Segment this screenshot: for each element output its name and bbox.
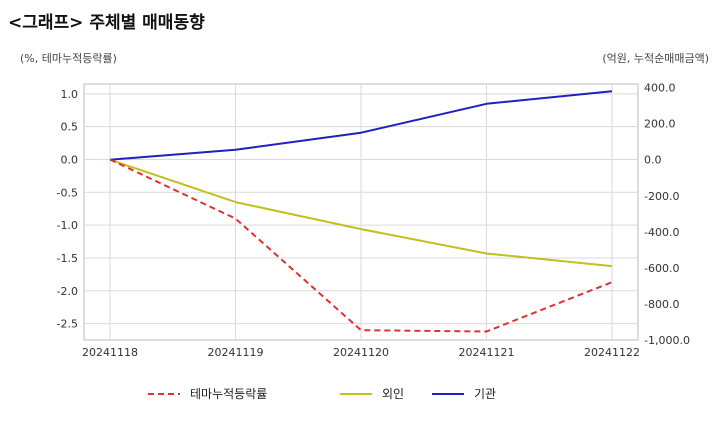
right-y-tick-label: 400.0 bbox=[644, 82, 676, 95]
left-y-tick-label: -0.5 bbox=[57, 186, 78, 199]
foreign-net-trading-line bbox=[109, 158, 613, 268]
right-y-tick-label: 0.0 bbox=[644, 154, 662, 167]
right-y-tick-label: -200.0 bbox=[644, 190, 679, 203]
left-y-tick-label: -2.0 bbox=[57, 285, 78, 298]
left-y-tick-label: -1.0 bbox=[57, 219, 78, 232]
legend-label: 기관 bbox=[474, 387, 496, 401]
theme-cumulative-return-line bbox=[109, 158, 613, 333]
institution-net-trading-line bbox=[109, 90, 613, 161]
right-y-tick-label: -600.0 bbox=[644, 262, 679, 275]
left-y-tick-label: 0.0 bbox=[61, 153, 79, 166]
left-y-tick-label: 1.0 bbox=[61, 88, 79, 101]
x-tick-label: 20241122 bbox=[584, 346, 640, 359]
left-y-tick-label: -1.5 bbox=[57, 252, 78, 265]
legend-label: 외인 bbox=[382, 387, 404, 401]
x-tick-label: 20241121 bbox=[459, 346, 515, 359]
left-axis-unit: (%, 테마누적등락률) bbox=[20, 52, 117, 65]
right-y-tick-label: 200.0 bbox=[644, 118, 676, 131]
x-tick-label: 20241118 bbox=[82, 346, 138, 359]
right-y-tick-label: -400.0 bbox=[644, 226, 679, 239]
right-y-tick-label: -800.0 bbox=[644, 298, 679, 311]
left-y-tick-label: 0.5 bbox=[61, 121, 79, 134]
right-y-tick-label: -1,000.0 bbox=[644, 334, 690, 347]
x-tick-label: 20241119 bbox=[208, 346, 264, 359]
x-tick-label: 20241120 bbox=[333, 346, 389, 359]
left-y-tick-label: -2.5 bbox=[57, 318, 78, 331]
chart-title: <그래프> 주체별 매매동향 bbox=[8, 13, 205, 33]
right-axis-unit: (억원, 누적순매매금액) bbox=[602, 52, 709, 65]
legend-label: 테마누적등락률 bbox=[190, 387, 267, 401]
